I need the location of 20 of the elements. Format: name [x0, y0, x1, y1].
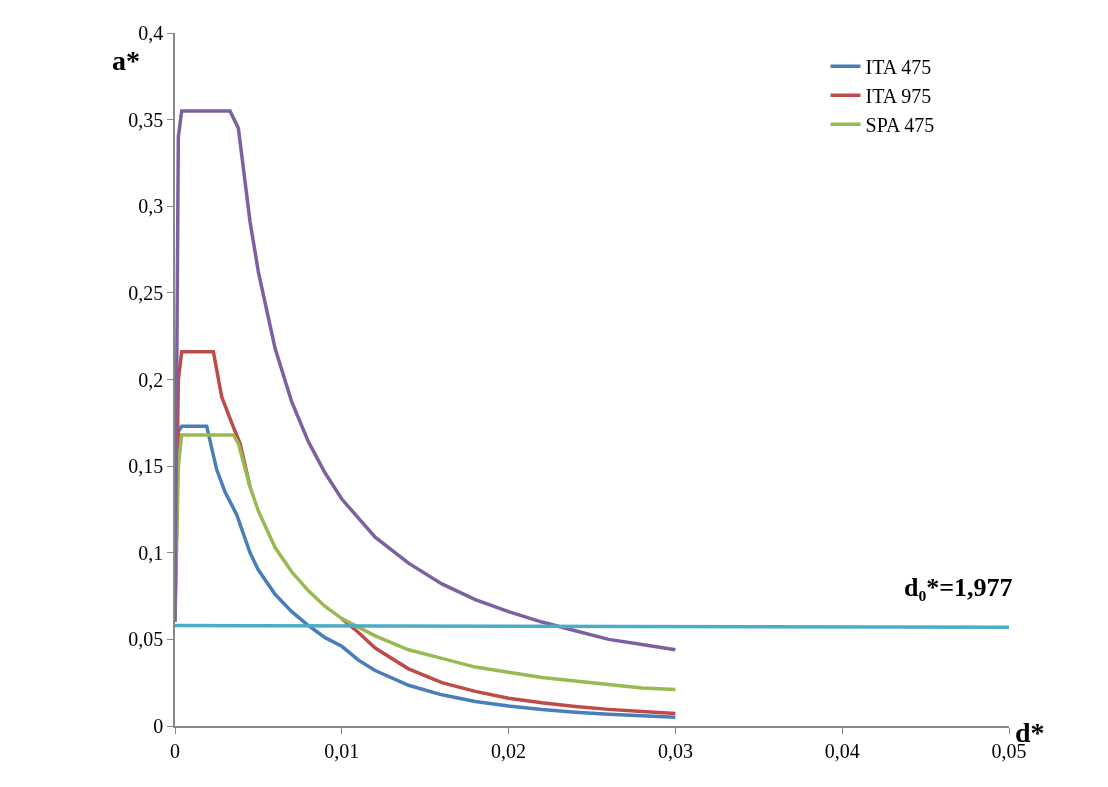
x-tick-label: 0,03 [657, 739, 693, 762]
y-tick-label: 0,05 [128, 628, 164, 651]
legend-label: ITA 975 [865, 85, 932, 108]
y-tick-label: 0,15 [128, 455, 164, 478]
legend-label: ITA 475 [865, 56, 932, 79]
y-tick-label: 0,3 [138, 195, 164, 218]
x-tick-label: 0 [170, 739, 180, 762]
annotation: d₀*=1,977 [904, 573, 1013, 602]
y-tick-label: 0,4 [138, 22, 164, 44]
x-tick-label: 0,02 [491, 739, 527, 762]
legend-label: SPA 475 [865, 114, 935, 137]
y-tick-label: 0,25 [128, 281, 164, 304]
line-series [175, 109, 678, 652]
x-tick-label: 0,04 [824, 739, 860, 762]
y-tick-label: 0,2 [138, 368, 164, 391]
y-axis-title: a* [112, 45, 140, 76]
y-tick-label: 0 [153, 715, 164, 737]
y-tick-label: 0,1 [138, 541, 164, 564]
y-tick-label: 0,35 [128, 108, 164, 131]
x-tick-label: 0,01 [324, 739, 360, 762]
